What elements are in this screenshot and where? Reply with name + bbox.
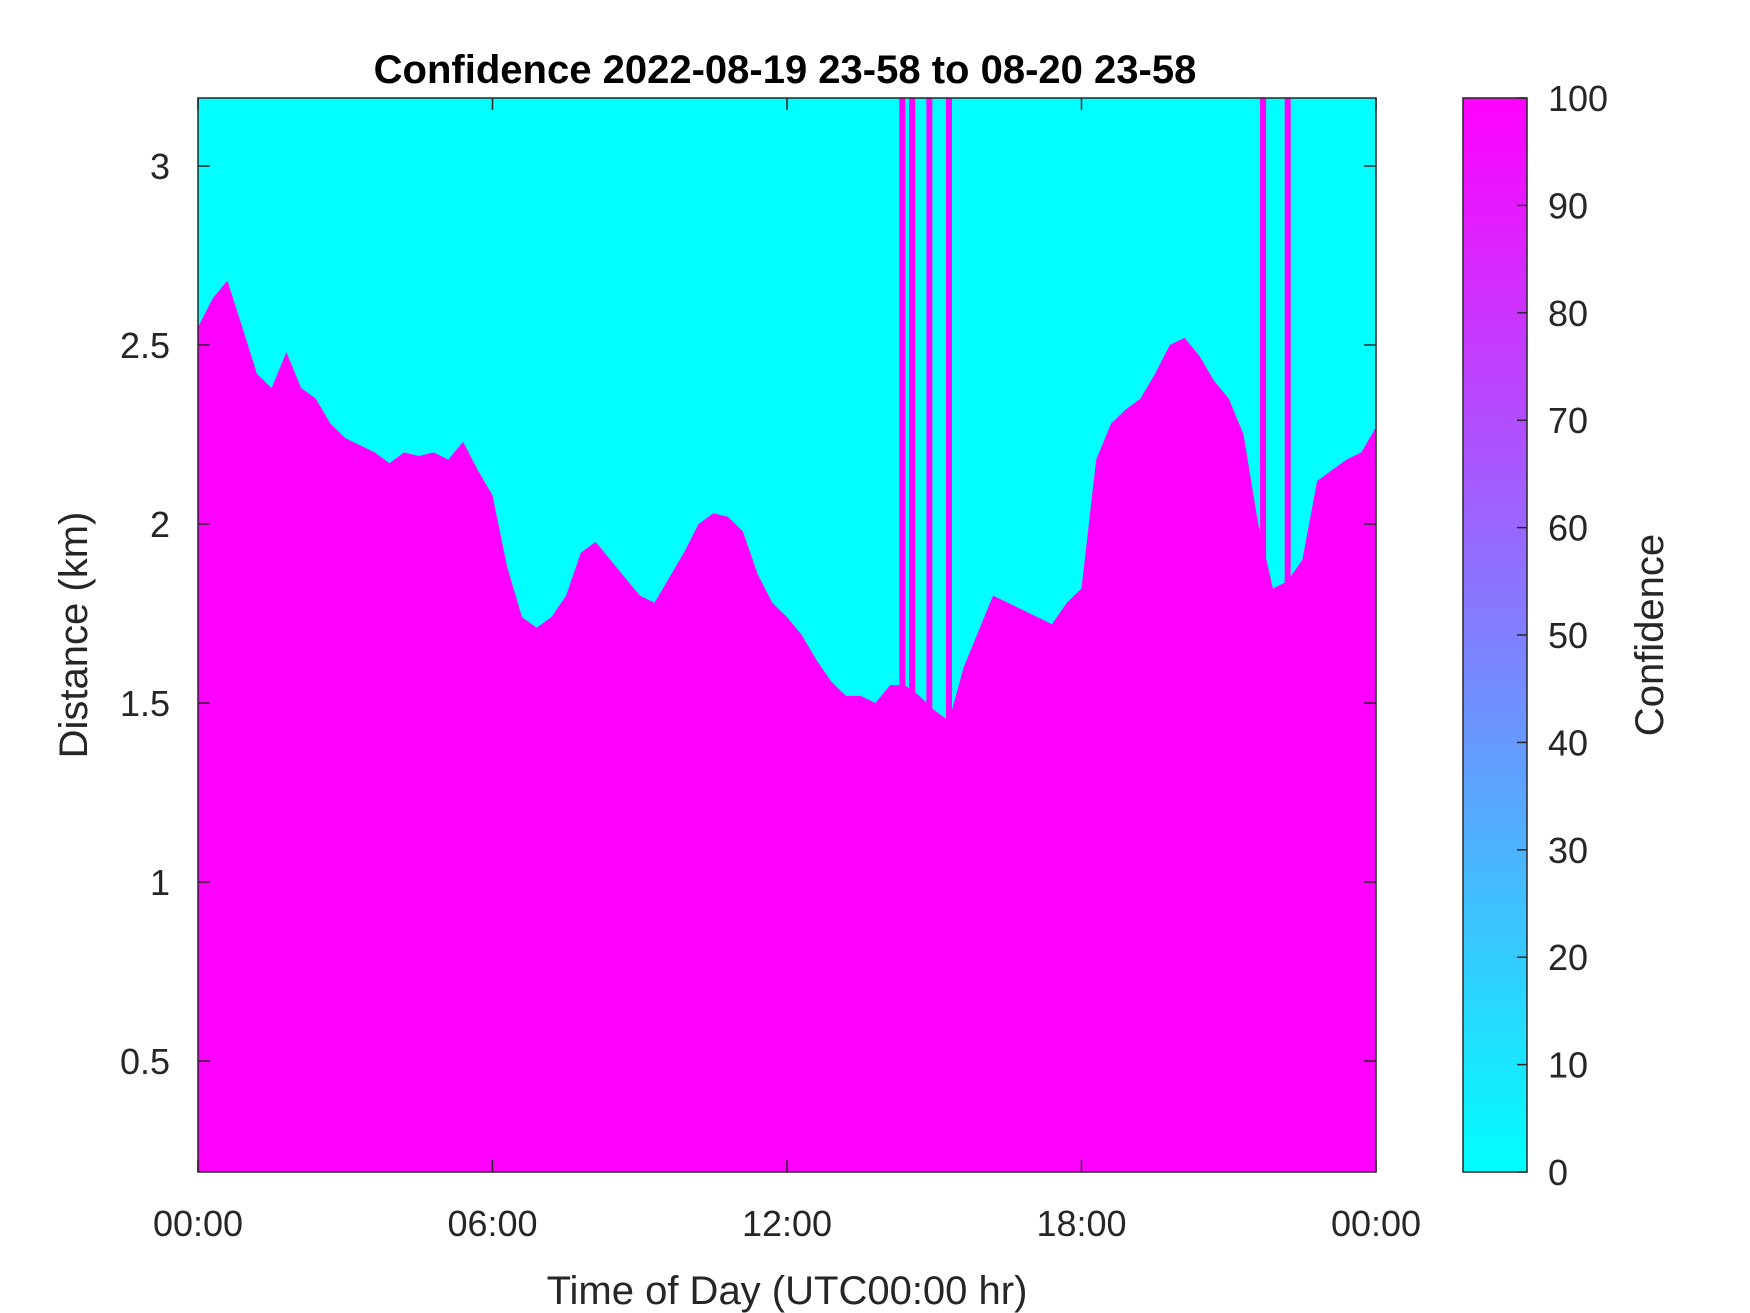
colorbar-tick-label: 60 bbox=[1548, 508, 1588, 549]
high-confidence-column bbox=[1260, 98, 1267, 1172]
high-confidence-column bbox=[926, 98, 933, 1172]
y-tick-label: 1.5 bbox=[120, 683, 170, 724]
y-tick-label: 2 bbox=[150, 504, 170, 545]
y-tick-label: 0.5 bbox=[120, 1041, 170, 1082]
colorbar-tick-label: 30 bbox=[1548, 830, 1588, 871]
colorbar-tick-label: 100 bbox=[1548, 78, 1608, 119]
colorbar: 0 10 20 30 40 50 60 70 80 90 100 Confidence bbox=[1462, 78, 1672, 1193]
high-confidence-column bbox=[945, 98, 952, 1172]
high-confidence-column bbox=[1284, 98, 1291, 1172]
y-tick-label: 3 bbox=[150, 146, 170, 187]
high-confidence-column bbox=[899, 98, 906, 1172]
x-tick-label: 12:00 bbox=[742, 1203, 832, 1244]
high-confidence-region bbox=[198, 280, 1376, 1172]
y-axis-label: Distance (km) bbox=[52, 512, 96, 759]
colorbar-tick-label: 10 bbox=[1548, 1045, 1588, 1086]
y-tick-label: 1 bbox=[150, 862, 170, 903]
heatmap-area bbox=[197, 97, 1377, 1173]
colorbar-tick-label: 80 bbox=[1548, 293, 1588, 334]
chart-title: Confidence 2022-08-19 23-58 to 08-20 23-… bbox=[374, 48, 1197, 92]
colorbar-label: Confidence bbox=[1628, 534, 1672, 736]
y-tick-label: 2.5 bbox=[120, 325, 170, 366]
colorbar-tick-label: 70 bbox=[1548, 400, 1588, 441]
colorbar-tick-label: 90 bbox=[1548, 185, 1588, 226]
x-tick-label: 00:00 bbox=[1331, 1203, 1421, 1244]
x-axis: 00:00 06:00 12:00 18:00 00:00 bbox=[153, 98, 1421, 1244]
colorbar-tick-label: 0 bbox=[1548, 1152, 1568, 1193]
colorbar-tick-label: 20 bbox=[1548, 937, 1588, 978]
x-axis-label: Time of Day (UTC00:00 hr) bbox=[547, 1269, 1028, 1313]
high-confidence-column bbox=[909, 98, 916, 1172]
colorbar-tick-label: 40 bbox=[1548, 722, 1588, 763]
x-tick-label: 18:00 bbox=[1036, 1203, 1126, 1244]
y-axis: 0.5 1 1.5 2 2.5 3 bbox=[120, 146, 1376, 1082]
x-tick-label: 06:00 bbox=[447, 1203, 537, 1244]
x-tick-label: 00:00 bbox=[153, 1203, 243, 1244]
colorbar-tick-label: 50 bbox=[1548, 615, 1588, 656]
